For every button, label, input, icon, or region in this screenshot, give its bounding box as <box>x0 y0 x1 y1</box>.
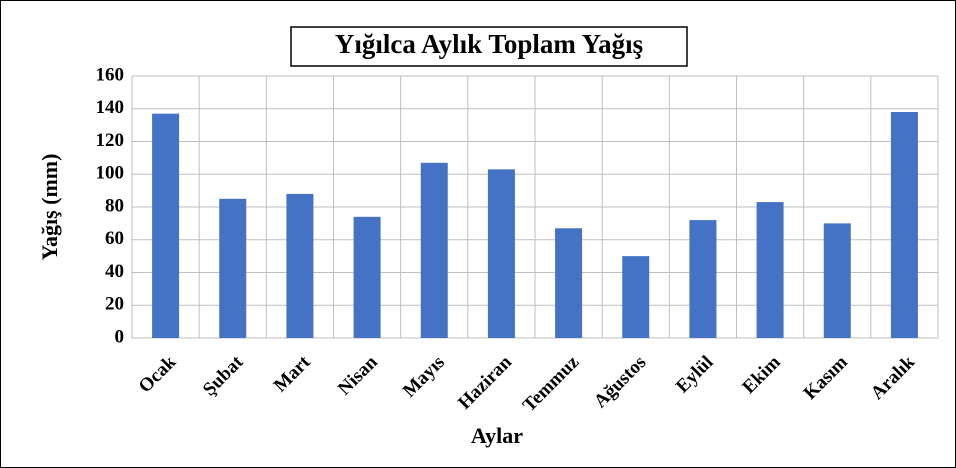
title-box <box>290 26 688 67</box>
bar <box>622 256 650 338</box>
bar <box>689 220 717 338</box>
bar <box>555 228 583 338</box>
bar <box>219 198 247 338</box>
y-tick-label: 20 <box>105 294 124 315</box>
y-tick-label: 80 <box>105 195 124 216</box>
y-tick-label: 100 <box>96 163 125 184</box>
bar <box>487 169 515 338</box>
bar <box>890 112 918 339</box>
y-tick-label: 60 <box>105 228 124 249</box>
y-tick-label: 160 <box>96 64 125 85</box>
bar <box>286 193 314 338</box>
y-tick-label: 120 <box>96 130 125 151</box>
x-axis-label: Aylar <box>471 423 523 448</box>
y-tick-label: 140 <box>96 97 125 118</box>
bar <box>823 223 851 338</box>
bar <box>756 202 784 338</box>
y-tick-label: 0 <box>115 326 125 347</box>
y-tick-label: 40 <box>105 261 124 282</box>
chart-title: Yığılca Aylık Toplam Yağış <box>335 29 643 59</box>
y-axis-label: Yağış (mm) <box>37 154 62 261</box>
bar <box>353 216 381 338</box>
bar <box>152 113 180 338</box>
bar <box>420 162 448 338</box>
